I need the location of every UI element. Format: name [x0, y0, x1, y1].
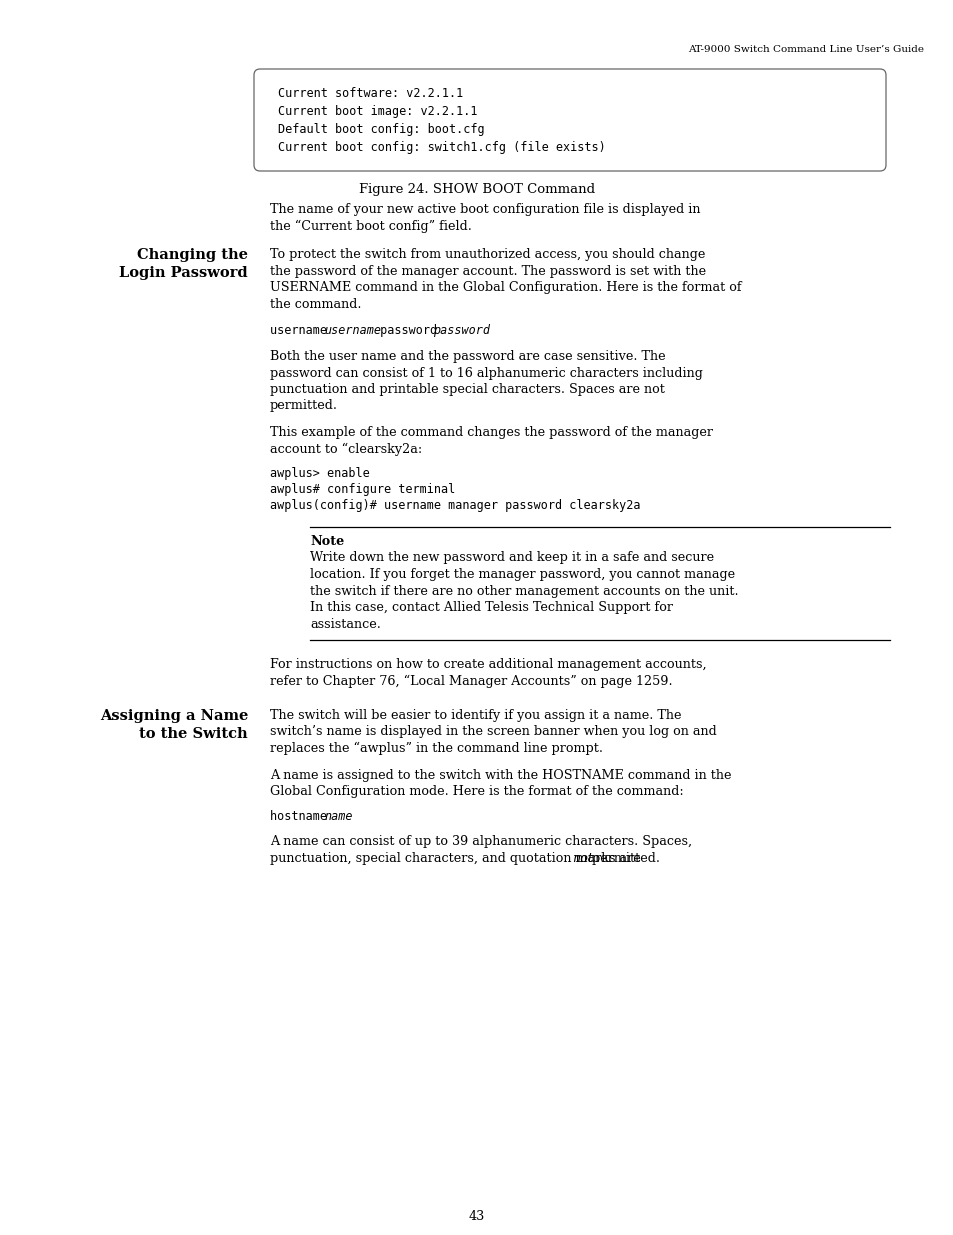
- Text: permitted.: permitted.: [587, 852, 659, 864]
- Text: Current boot config: switch1.cfg (file exists): Current boot config: switch1.cfg (file e…: [277, 141, 605, 154]
- Text: account to “clearsky2a:: account to “clearsky2a:: [270, 442, 422, 456]
- Text: the command.: the command.: [270, 298, 361, 310]
- Text: For instructions on how to create additional management accounts,: For instructions on how to create additi…: [270, 658, 706, 671]
- Text: awplus> enable: awplus> enable: [270, 467, 370, 480]
- Text: assistance.: assistance.: [310, 618, 380, 631]
- Text: username: username: [324, 324, 381, 337]
- Text: to the Switch: to the Switch: [139, 727, 248, 741]
- Text: In this case, contact Allied Telesis Technical Support for: In this case, contact Allied Telesis Tec…: [310, 601, 672, 614]
- Text: the password of the manager account. The password is set with the: the password of the manager account. The…: [270, 264, 705, 278]
- Text: refer to Chapter 76, “Local Manager Accounts” on page 1259.: refer to Chapter 76, “Local Manager Acco…: [270, 674, 672, 688]
- Text: username: username: [270, 324, 334, 337]
- Text: The name of your new active boot configuration file is displayed in: The name of your new active boot configu…: [270, 203, 700, 216]
- Text: Write down the new password and keep it in a safe and secure: Write down the new password and keep it …: [310, 552, 714, 564]
- FancyBboxPatch shape: [253, 69, 885, 170]
- Text: A name can consist of up to 39 alphanumeric characters. Spaces,: A name can consist of up to 39 alphanume…: [270, 836, 691, 848]
- Text: awplus# configure terminal: awplus# configure terminal: [270, 483, 455, 496]
- Text: awplus(config)# username manager password clearsky2a: awplus(config)# username manager passwor…: [270, 499, 639, 513]
- Text: USERNAME command in the Global Configuration. Here is the format of: USERNAME command in the Global Configura…: [270, 282, 740, 294]
- Text: permitted.: permitted.: [270, 399, 337, 412]
- Text: Global Configuration mode. Here is the format of the command:: Global Configuration mode. Here is the f…: [270, 785, 683, 798]
- Text: the switch if there are no other management accounts on the unit.: the switch if there are no other managem…: [310, 584, 738, 598]
- Text: Figure 24. SHOW BOOT Command: Figure 24. SHOW BOOT Command: [358, 183, 595, 196]
- Text: password: password: [373, 324, 444, 337]
- Text: 43: 43: [468, 1210, 485, 1223]
- Text: Current boot image: v2.2.1.1: Current boot image: v2.2.1.1: [277, 105, 477, 119]
- Text: A name is assigned to the switch with the HOSTNAME command in the: A name is assigned to the switch with th…: [270, 768, 731, 782]
- Text: Default boot config: boot.cfg: Default boot config: boot.cfg: [277, 124, 484, 136]
- Text: Current software: v2.2.1.1: Current software: v2.2.1.1: [277, 86, 463, 100]
- Text: To protect the switch from unauthorized access, you should change: To protect the switch from unauthorized …: [270, 248, 704, 261]
- Text: Login Password: Login Password: [119, 266, 248, 280]
- Text: Note: Note: [310, 535, 344, 548]
- Text: not: not: [572, 852, 593, 864]
- Text: AT-9000 Switch Command Line User’s Guide: AT-9000 Switch Command Line User’s Guide: [687, 44, 923, 54]
- Text: the “Current boot config” field.: the “Current boot config” field.: [270, 220, 472, 232]
- Text: Changing the: Changing the: [137, 248, 248, 262]
- Text: punctuation, special characters, and quotation marks are: punctuation, special characters, and quo…: [270, 852, 644, 864]
- Text: The switch will be easier to identify if you assign it a name. The: The switch will be easier to identify if…: [270, 709, 680, 722]
- Text: This example of the command changes the password of the manager: This example of the command changes the …: [270, 426, 712, 438]
- Text: hostname: hostname: [270, 809, 334, 823]
- Text: password can consist of 1 to 16 alphanumeric characters including: password can consist of 1 to 16 alphanum…: [270, 367, 702, 379]
- Text: location. If you forget the manager password, you cannot manage: location. If you forget the manager pass…: [310, 568, 735, 580]
- Text: Assigning a Name: Assigning a Name: [99, 709, 248, 722]
- Text: password: password: [433, 324, 490, 337]
- Text: punctuation and printable special characters. Spaces are not: punctuation and printable special charac…: [270, 383, 664, 396]
- Text: replaces the “awplus” in the command line prompt.: replaces the “awplus” in the command lin…: [270, 742, 602, 756]
- Text: name: name: [324, 809, 353, 823]
- Text: switch’s name is displayed in the screen banner when you log on and: switch’s name is displayed in the screen…: [270, 725, 716, 739]
- Text: Both the user name and the password are case sensitive. The: Both the user name and the password are …: [270, 350, 665, 363]
